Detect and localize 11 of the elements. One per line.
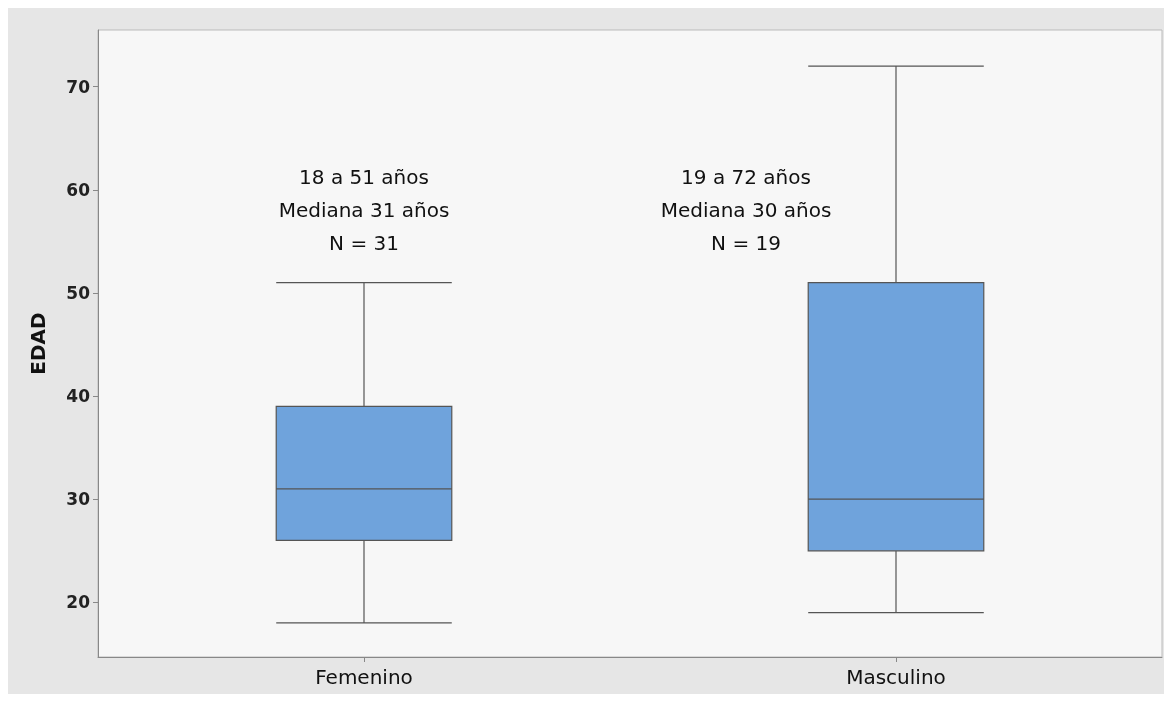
annotation: 19 a 72 años Mediana 30 años N = 19: [660, 165, 832, 256]
y-tick-label: 70: [66, 76, 91, 97]
y-tick-label: 60: [66, 179, 91, 200]
y-tick-label: 40: [66, 386, 91, 407]
y-tick-label: 20: [66, 592, 91, 613]
y-tick-label: 30: [66, 489, 91, 510]
annotation: 18 a 51 años Mediana 31 años N = 31: [278, 165, 450, 256]
y-tick-label: 50: [66, 282, 91, 303]
y-axis-title: EDAD: [26, 312, 50, 375]
x-tick-label: Femenino: [315, 665, 413, 689]
x-tick-label: Masculino: [846, 665, 946, 689]
